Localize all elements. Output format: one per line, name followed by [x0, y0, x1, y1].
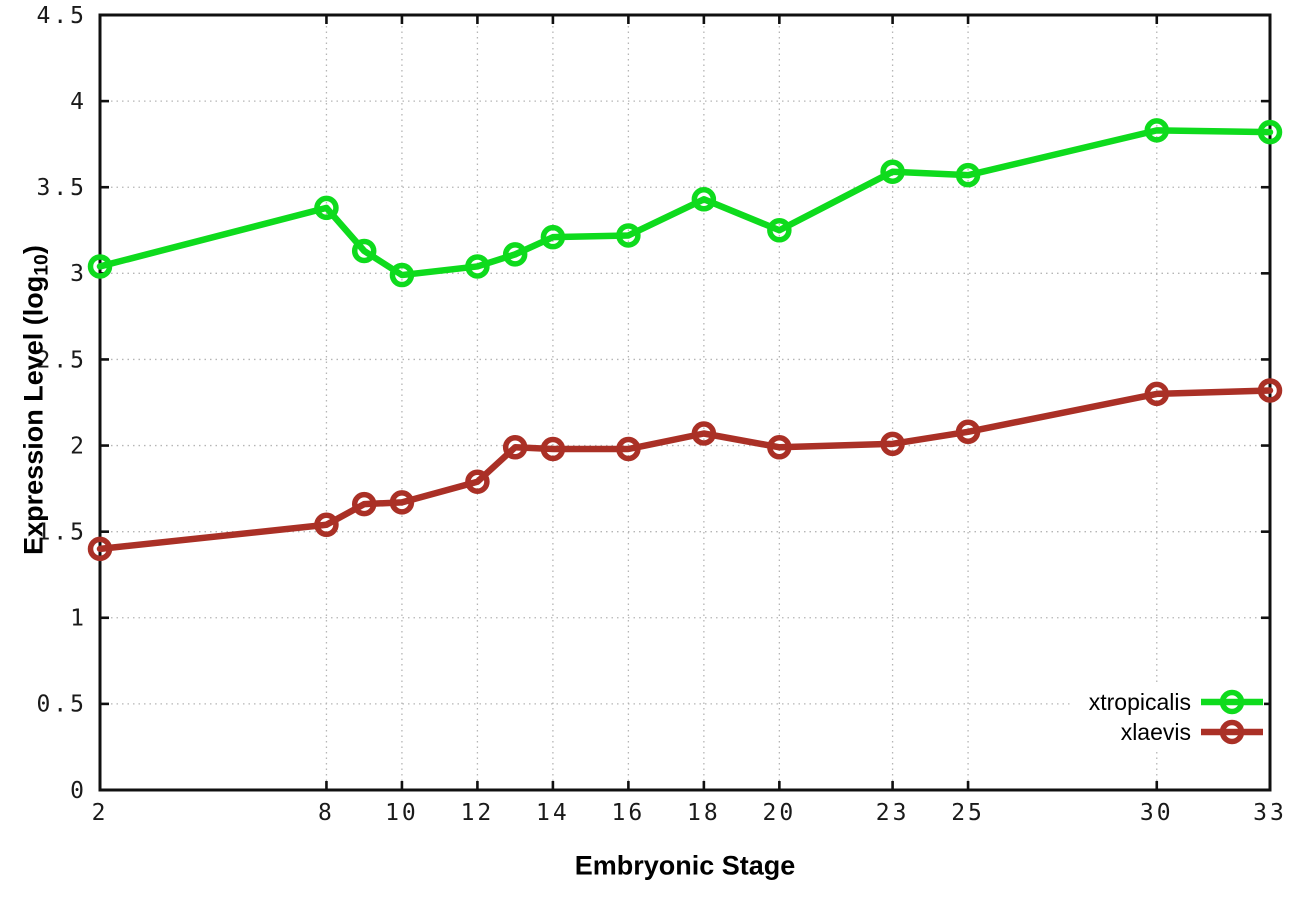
- x-tick-label: 18: [687, 800, 721, 826]
- data-point-xlaevis: [540, 436, 566, 462]
- y-tick-label: 4.5: [36, 3, 87, 29]
- data-point-xlaevis: [767, 435, 792, 460]
- data-point-xtropicalis: [616, 223, 641, 248]
- y-tick-label: 0: [70, 778, 87, 804]
- y-tick-label: 3: [70, 261, 87, 287]
- y-tick-label: 3.5: [36, 175, 87, 201]
- data-point-xtropicalis: [351, 238, 377, 264]
- data-point-xlaevis: [465, 469, 490, 494]
- y-tick-label: 1: [70, 606, 87, 632]
- legend-entry-xtropicalis: xtropicalis: [1089, 687, 1264, 717]
- data-point-xlaevis: [314, 512, 339, 538]
- data-point-xlaevis: [955, 419, 981, 445]
- y-tick-label: 2: [70, 433, 87, 459]
- plot-border: [98, 13, 1272, 792]
- x-tick-label: 8: [318, 800, 335, 826]
- x-axis-title: Embryonic Stage: [574, 850, 796, 881]
- data-point-xtropicalis: [1144, 118, 1170, 143]
- x-tick-label: 33: [1253, 800, 1287, 826]
- data-point-xlaevis: [1257, 378, 1283, 403]
- data-point-xlaevis: [389, 490, 415, 515]
- x-tick-label: 30: [1140, 800, 1174, 826]
- data-point-xtropicalis: [691, 187, 717, 212]
- data-point-xtropicalis: [314, 195, 339, 221]
- data-point-xtropicalis: [880, 159, 905, 184]
- legend: xtropicalis xlaevis: [1072, 685, 1264, 749]
- y-axis-title-suffix: ): [18, 245, 49, 255]
- y-tick-label: 1.5: [36, 519, 87, 545]
- x-tick-label: 16: [612, 800, 646, 826]
- y-axis-title-subscript: 10: [30, 254, 53, 276]
- data-point-xlaevis: [351, 491, 377, 517]
- data-point-xtropicalis: [540, 224, 566, 250]
- axis-ticks: [98, 13, 1272, 792]
- y-tick-label: 4: [70, 89, 87, 115]
- y-tick-label: 2.5: [36, 347, 87, 373]
- x-tick-label: 2: [92, 800, 109, 826]
- x-tick-label: 12: [461, 800, 495, 826]
- x-tick-label: 14: [536, 800, 570, 826]
- legend-marker-xtropicalis-icon: [1201, 689, 1263, 715]
- data-point-xtropicalis: [87, 254, 113, 279]
- data-point-xlaevis: [616, 436, 641, 462]
- y-axis-title-text: Expression Level (log: [18, 275, 49, 555]
- legend-entry-xlaevis: xlaevis: [1089, 717, 1264, 747]
- data-point-xlaevis: [880, 431, 905, 457]
- legend-marker-xlaevis-icon: [1201, 719, 1263, 745]
- series-line-xtropicalis: [96, 127, 1274, 279]
- series-line-xlaevis: [96, 387, 1274, 553]
- x-tick-label: 25: [951, 800, 985, 826]
- data-point-xlaevis: [691, 421, 717, 446]
- data-point-xlaevis: [1144, 381, 1170, 407]
- legend-label-xlaevis: xlaevis: [1120, 718, 1191, 745]
- x-tick-label: 23: [876, 800, 910, 826]
- data-point-xtropicalis: [1257, 119, 1283, 145]
- data-point-xtropicalis: [465, 254, 490, 279]
- grid: [100, 15, 1270, 790]
- data-point-xlaevis: [502, 435, 528, 460]
- data-point-xlaevis: [87, 536, 113, 562]
- x-tick-label: 10: [385, 800, 419, 826]
- y-tick-label: 0.5: [36, 692, 87, 718]
- x-tick-label: 20: [763, 800, 797, 826]
- legend-label-xtropicalis: xtropicalis: [1088, 688, 1191, 715]
- data-point-xtropicalis: [389, 262, 415, 288]
- y-axis-title: Expression Level (log10): [18, 245, 53, 555]
- data-point-xtropicalis: [767, 218, 792, 243]
- data-point-xtropicalis: [502, 242, 528, 267]
- data-point-xtropicalis: [955, 162, 981, 188]
